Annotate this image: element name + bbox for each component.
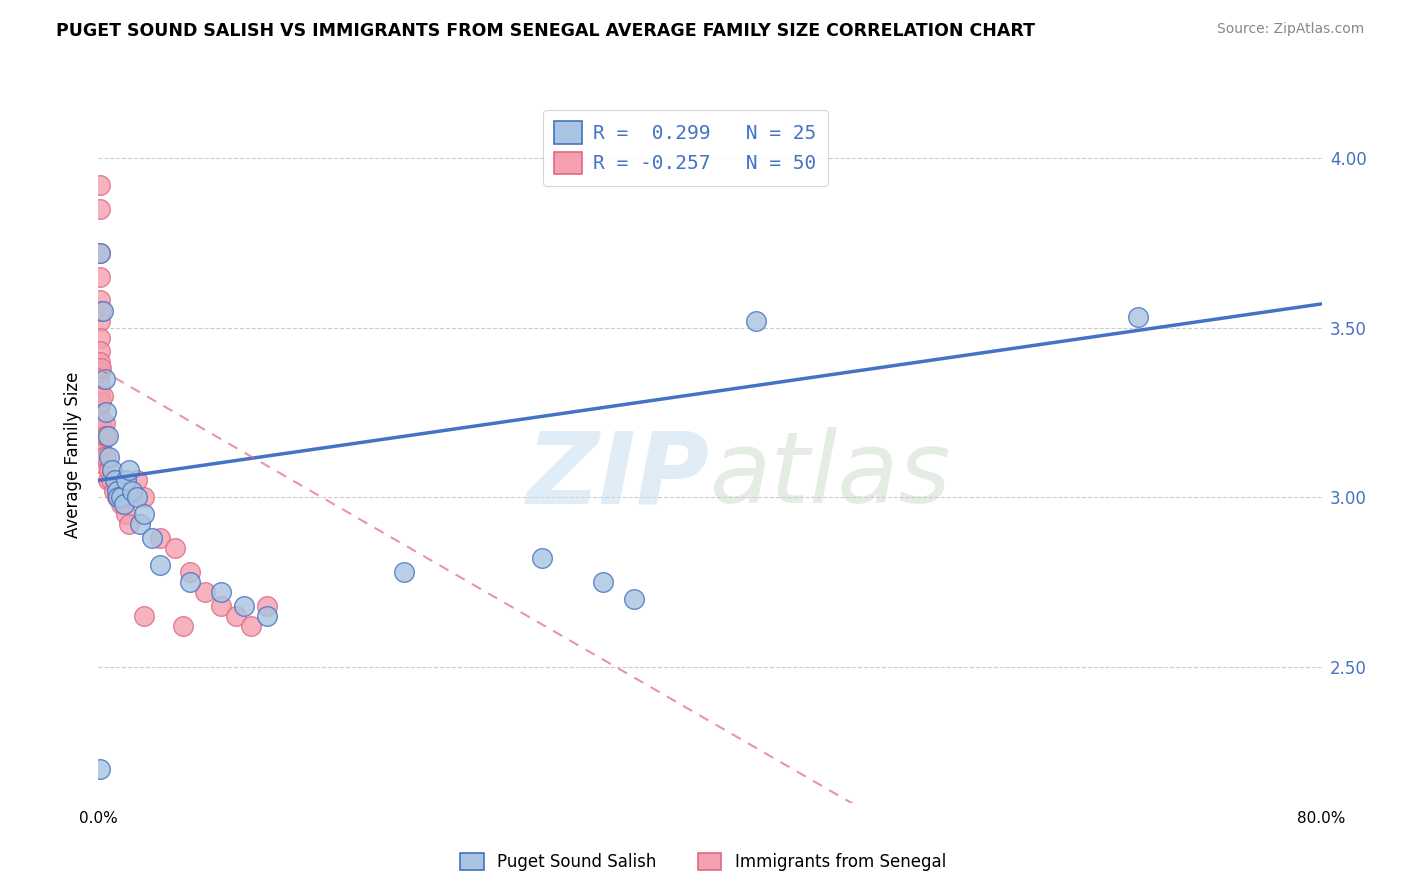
Point [240, 619, 263, 633]
Point [90, 439, 112, 453]
Point [103, 483, 125, 498]
Point [89, 178, 111, 193]
Point [89, 202, 111, 216]
Point [209, 599, 232, 613]
Point [172, 619, 194, 633]
Point [89, 433, 111, 447]
Point [97, 474, 120, 488]
Point [97, 429, 120, 443]
Point [94, 405, 117, 419]
Point [89, 399, 111, 413]
Text: Source: ZipAtlas.com: Source: ZipAtlas.com [1216, 22, 1364, 37]
Text: PUGET SOUND SALISH VS IMMIGRANTS FROM SENEGAL AVERAGE FAMILY SIZE CORRELATION CH: PUGET SOUND SALISH VS IMMIGRANTS FROM SE… [56, 22, 1035, 40]
Point [89, 246, 111, 260]
Point [125, 491, 148, 505]
Point [89, 378, 111, 392]
Point [89, 412, 111, 426]
Point [256, 609, 278, 624]
Point [100, 474, 122, 488]
Point [110, 497, 132, 511]
Point [89, 388, 111, 402]
Point [89, 446, 111, 460]
Point [134, 609, 156, 624]
Point [89, 422, 111, 436]
Point [115, 474, 138, 488]
Text: ZIP: ZIP [527, 427, 710, 524]
Point [89, 762, 111, 776]
Point [94, 450, 117, 464]
Point [98, 463, 121, 477]
Point [256, 599, 278, 613]
Point [91, 450, 114, 464]
Point [91, 388, 114, 402]
Point [225, 609, 247, 624]
Point [128, 517, 150, 532]
Point [105, 491, 128, 505]
Point [90, 303, 112, 318]
Point [110, 491, 132, 505]
Point [530, 551, 553, 566]
Legend: Puget Sound Salish, Immigrants from Senegal: Puget Sound Salish, Immigrants from Sene… [451, 845, 955, 880]
Point [89, 293, 111, 308]
Point [209, 585, 232, 599]
Point [149, 558, 172, 573]
Point [745, 314, 768, 328]
Point [163, 541, 186, 556]
Point [89, 246, 111, 260]
Point [232, 599, 254, 613]
Point [623, 592, 645, 607]
Point [89, 354, 111, 368]
Point [91, 303, 114, 318]
Point [89, 269, 111, 284]
Legend: R =  0.299   N = 25, R = -0.257   N = 50: R = 0.299 N = 25, R = -0.257 N = 50 [543, 110, 828, 186]
Point [90, 422, 112, 436]
Point [592, 575, 614, 590]
Point [89, 344, 111, 359]
Point [89, 331, 111, 345]
Point [118, 463, 141, 477]
Point [93, 416, 115, 430]
Point [107, 491, 129, 505]
Point [89, 457, 111, 471]
Point [134, 491, 156, 505]
Point [105, 483, 128, 498]
Point [115, 508, 138, 522]
Point [1128, 310, 1150, 325]
Point [112, 497, 135, 511]
Text: atlas: atlas [710, 427, 952, 524]
Point [125, 474, 148, 488]
Point [89, 314, 111, 328]
Point [93, 429, 115, 443]
Point [98, 450, 121, 464]
Point [93, 371, 115, 385]
Point [118, 517, 141, 532]
Point [194, 585, 217, 599]
Point [141, 531, 163, 545]
Point [89, 365, 111, 379]
Point [94, 429, 117, 443]
Point [392, 565, 416, 579]
Point [121, 483, 143, 498]
Point [134, 508, 156, 522]
Point [90, 361, 112, 376]
Point [179, 565, 201, 579]
Point [179, 575, 201, 590]
Point [149, 531, 172, 545]
Point [90, 395, 112, 409]
Point [91, 422, 114, 436]
Point [101, 463, 124, 477]
Point [104, 474, 127, 488]
Y-axis label: Average Family Size: Average Family Size [65, 372, 83, 538]
